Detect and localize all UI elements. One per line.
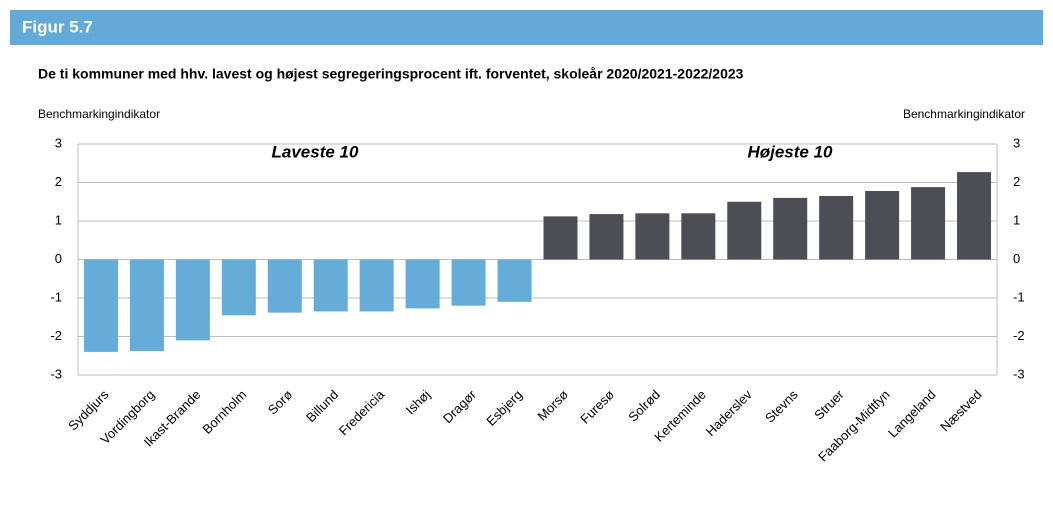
bar [129,259,164,352]
bar [865,190,900,260]
y2-tick-label: 2 [1013,174,1020,189]
x-tick-label: Furesø [577,387,617,427]
y2-tick-label: 3 [1013,135,1020,150]
x-tick-label: Fredericia [336,386,388,438]
bar [405,259,440,309]
y2-tick-label: 0 [1013,251,1020,266]
header-title: Figur 5.7 [22,17,93,36]
header-bar [10,10,1043,45]
y2-tick-label: -2 [1013,328,1025,343]
x-tick-label: Morsø [534,387,571,424]
y2-tick-label: 1 [1013,212,1020,227]
x-tick-label: Langeland [885,387,939,441]
annotation: Laveste 10 [272,142,359,161]
y-tick-label: -3 [50,366,62,381]
x-tick-label: Esbjerg [483,387,525,429]
bar [773,197,808,260]
x-tick-label: Bornholm [199,387,249,437]
bar [819,195,854,260]
x-tick-label: Dragør [440,386,480,426]
bar [221,259,256,316]
x-tick-label: Billund [303,387,341,425]
x-tick-label: Næstved [937,387,984,434]
chart-title: De ti kommuner med hhv. lavest og højest… [38,66,744,82]
x-tick-label: Sorø [265,387,296,418]
x-tick-label: Haderslev [703,387,755,439]
y2-tick-label: -3 [1013,366,1025,381]
y-axis-label: Benchmarkingindikator [38,107,160,121]
y-tick-label: 3 [55,135,62,150]
bar [957,172,992,260]
y-tick-label: 2 [55,174,62,189]
bar [681,213,716,260]
annotation: Højeste 10 [747,142,833,161]
bar [83,259,118,352]
y2-axis-label: Benchmarkingindikator [903,107,1025,121]
y-tick-label: 0 [55,251,62,266]
bar [727,201,762,260]
bar [543,216,578,260]
bar [267,259,302,313]
bar [359,259,394,312]
bar [497,259,532,302]
x-tick-label: Ishøj [403,387,434,418]
bar [635,213,670,260]
y-tick-label: -1 [50,289,62,304]
x-tick-label: Solrød [625,387,663,425]
y-tick-label: -2 [50,328,62,343]
bar [175,259,210,341]
x-tick-label: Struer [811,386,847,422]
y-tick-label: 1 [55,212,62,227]
bar [911,187,946,260]
y2-tick-label: -1 [1013,289,1025,304]
x-tick-label: Stevns [762,387,801,426]
x-tick-label: Syddjurs [65,387,112,434]
bar [451,259,486,306]
bar [313,259,348,312]
bar [589,214,624,260]
